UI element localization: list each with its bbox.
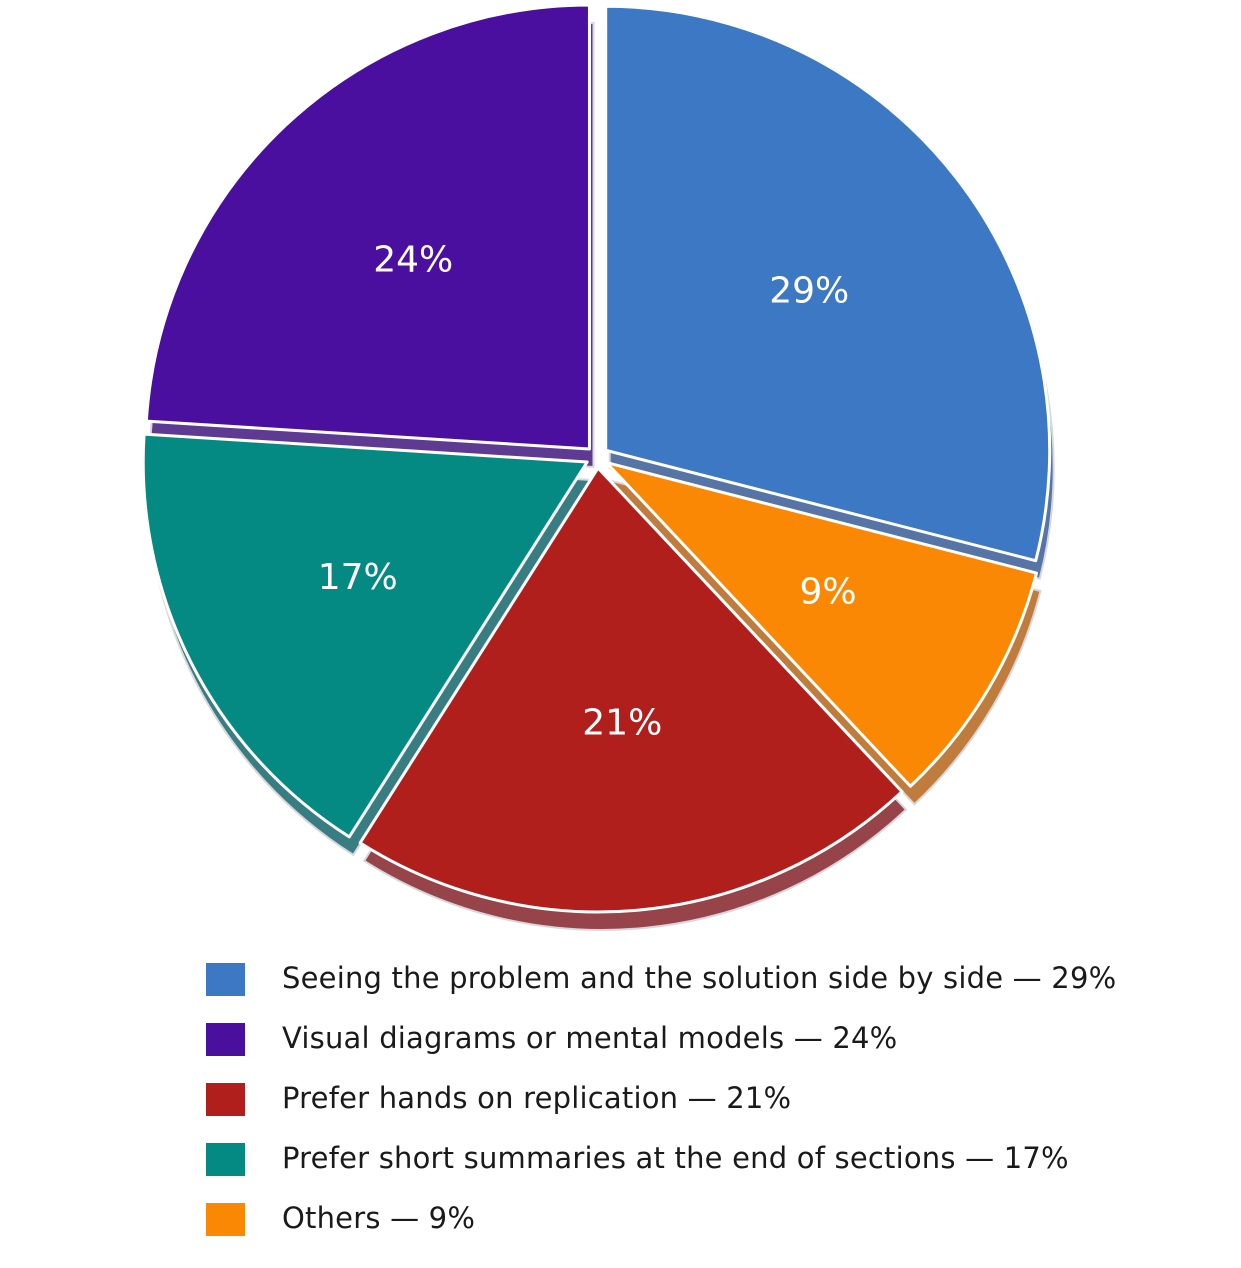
pie-slice-label: 9% — [800, 572, 857, 613]
pie-slice-label: 24% — [373, 239, 453, 280]
legend-swatch — [206, 1083, 245, 1116]
pie-slice — [144, 3, 591, 451]
pie-chart: 29% 9% 21% 17% 24% — [141, 3, 1055, 931]
legend-swatch — [206, 1203, 245, 1236]
legend-label: Visual diagrams or mental models — 24% — [282, 1021, 898, 1055]
legend-item: Seeing the problem and the solution side… — [206, 958, 1206, 1018]
pie-slices — [141, 3, 1052, 914]
pie-slice — [604, 461, 1039, 788]
legend-label: Prefer hands on replication — 21% — [282, 1081, 792, 1115]
legend-swatch — [206, 1143, 245, 1176]
chart-legend: Seeing the problem and the solution side… — [206, 958, 1206, 1258]
pie-slice-label: 29% — [769, 270, 849, 311]
legend-item: Others — 9% — [206, 1198, 1206, 1258]
pie-slice — [604, 4, 1052, 563]
pie-slice-label: 17% — [318, 557, 398, 598]
pie-slice — [358, 466, 904, 914]
legend-item: Prefer short summaries at the end of sec… — [206, 1138, 1206, 1198]
legend-item: Visual diagrams or mental models — 24% — [206, 1018, 1206, 1078]
legend-item: Prefer hands on replication — 21% — [206, 1078, 1206, 1138]
pie-slice — [141, 432, 589, 839]
legend-label: Prefer short summaries at the end of sec… — [282, 1141, 1069, 1175]
legend-label: Seeing the problem and the solution side… — [282, 961, 1117, 995]
pie-data-labels: 29% 9% 21% 17% 24% — [318, 239, 857, 743]
pie-slice-label: 21% — [582, 702, 662, 743]
legend-swatch — [206, 1023, 245, 1056]
legend-label: Others — 9% — [282, 1201, 476, 1235]
legend-swatch — [206, 963, 245, 996]
